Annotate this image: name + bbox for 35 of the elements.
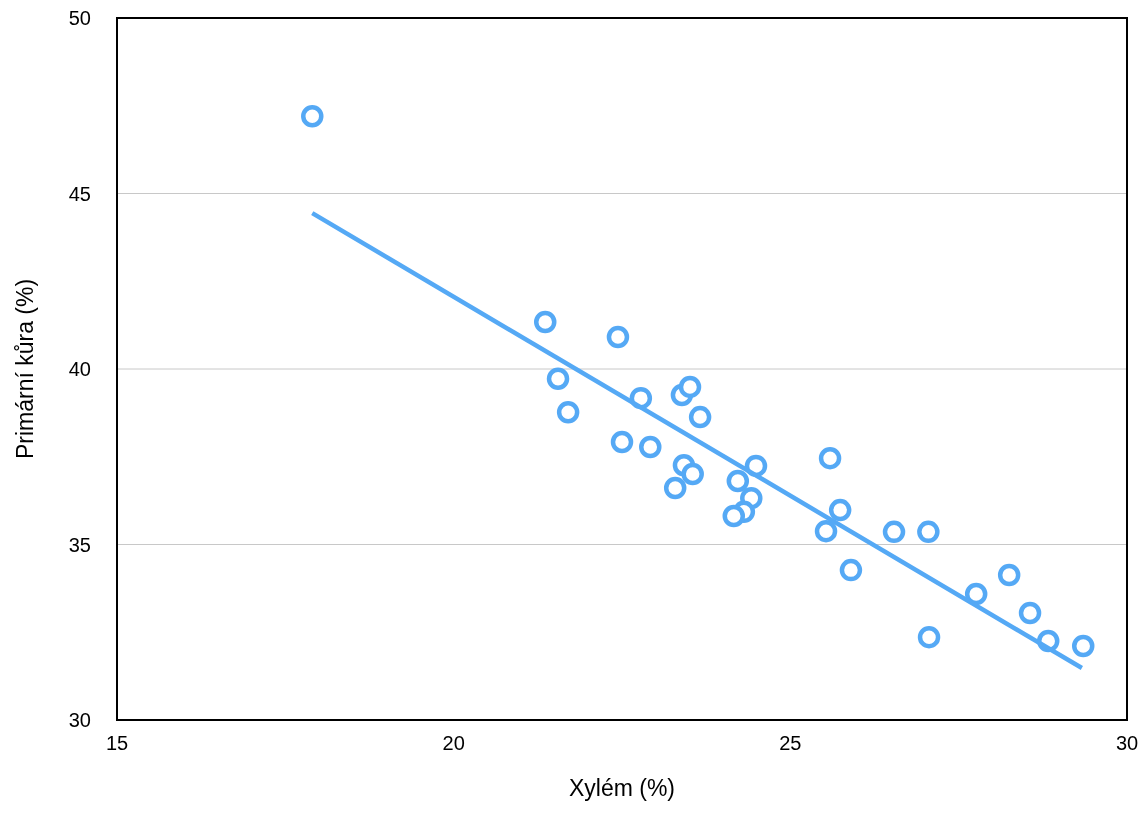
x-tick-label: 15: [105, 732, 129, 754]
point: [533, 310, 557, 334]
point: [663, 476, 687, 500]
point: [917, 520, 940, 544]
y-axis-title: Primární kůra (%): [12, 278, 38, 460]
point: [301, 105, 324, 128]
x-tick-label: 20: [442, 732, 465, 754]
point: [814, 519, 838, 543]
point: [726, 469, 750, 493]
point: [917, 625, 941, 649]
point: [556, 400, 580, 424]
point: [722, 504, 746, 528]
point: [681, 462, 704, 486]
point: [639, 435, 662, 459]
point: [688, 405, 712, 429]
y-tick-label: 35: [68, 533, 91, 556]
point: [546, 367, 570, 391]
point: [1071, 634, 1095, 658]
point: [606, 325, 630, 349]
y-tick-label: 45: [68, 182, 91, 205]
point: [964, 582, 988, 606]
y-tick-label: 50: [68, 7, 91, 29]
x-tick-label: 25: [779, 732, 802, 754]
y-tick-label: 30: [68, 709, 91, 731]
x-axis-title: Xylém (%): [568, 775, 676, 801]
point: [882, 520, 906, 544]
point: [610, 430, 634, 454]
y-tick-label: 40: [68, 358, 91, 380]
x-tick-label: 30: [1115, 732, 1139, 754]
point: [828, 498, 852, 522]
point: [839, 558, 863, 582]
point: [1018, 601, 1042, 625]
point: [997, 563, 1021, 587]
point: [818, 446, 842, 470]
point: [678, 375, 702, 399]
